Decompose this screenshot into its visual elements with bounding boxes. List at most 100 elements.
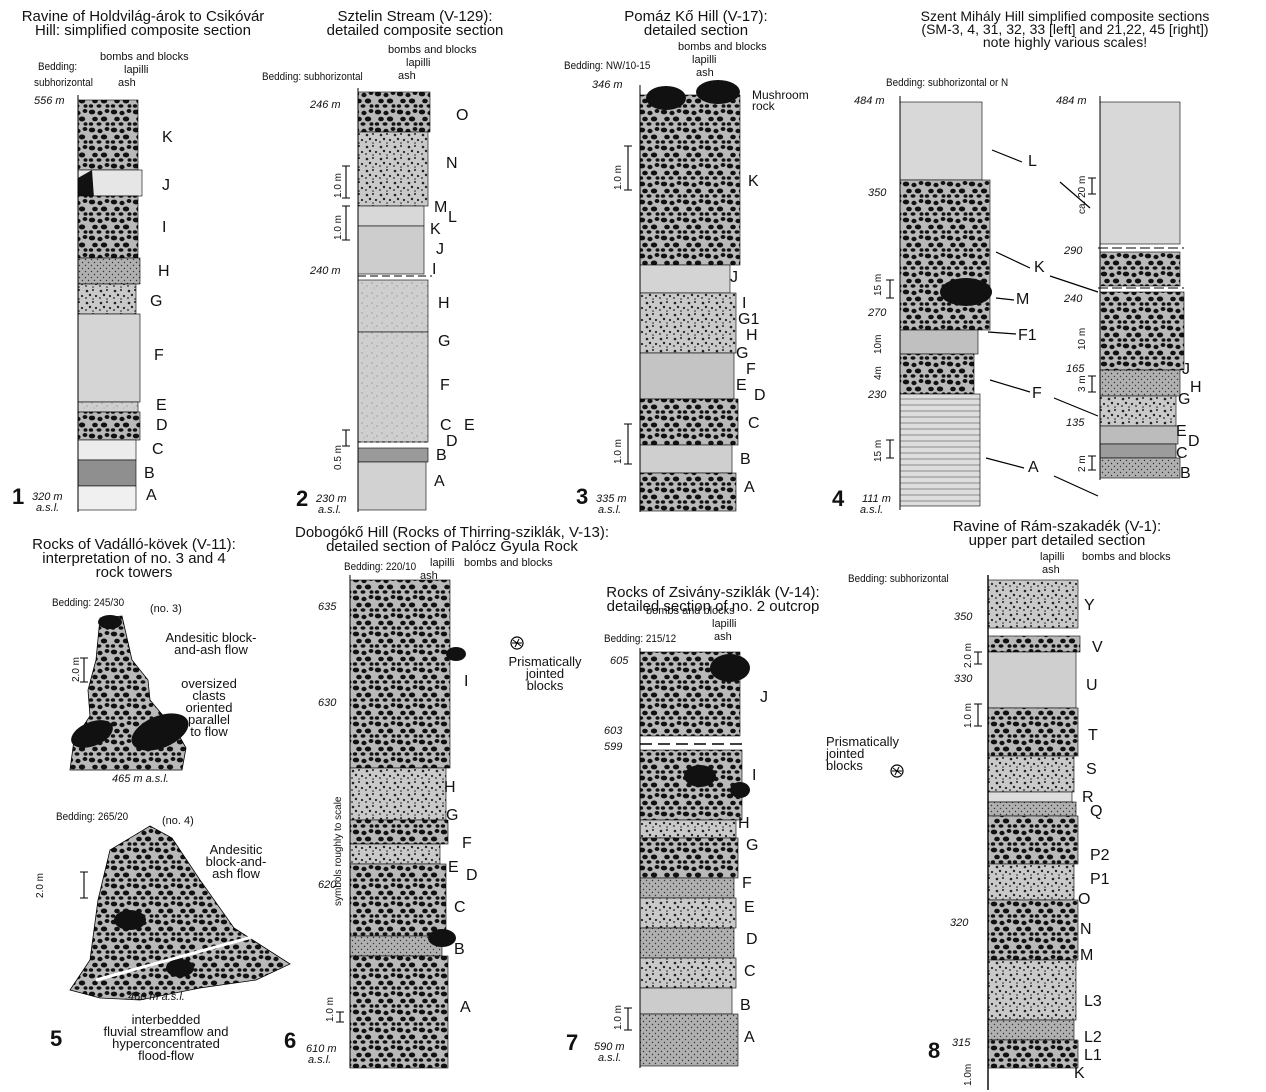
panel-number: 4 — [832, 486, 845, 511]
note-line: and-ash flow — [174, 642, 248, 657]
layer-label: E — [736, 377, 747, 394]
layer-label: G — [446, 807, 459, 824]
layer-label: M — [434, 199, 448, 216]
panel-3-title: Pomáz Kő Hill (V-17): detailed section — [566, 8, 826, 39]
note-line: parallel — [188, 712, 230, 727]
panel-number: 7 — [566, 1030, 579, 1055]
elevation-top: 346 m — [592, 79, 623, 91]
panel-3-column — [639, 80, 741, 512]
column-header-lapilli: lapilli — [1040, 551, 1065, 563]
elevation-bottom: 230 m — [316, 493, 347, 505]
scale-label: 4m — [873, 366, 884, 380]
layer-label: A — [146, 487, 157, 504]
scale-label: 1.0 m — [333, 172, 344, 198]
panel-5-title: Rocks of Vadálló-kövek (V-11): interpret… — [4, 537, 264, 580]
note-line: block-and- — [205, 854, 267, 869]
layer-label: E — [744, 899, 755, 916]
layer-label: C — [744, 963, 756, 980]
note-line: rock — [752, 99, 775, 113]
panel-number: 6 — [284, 1028, 297, 1053]
panel-8-title: Ravine of Rám-szakadék (V-1): upper part… — [892, 519, 1222, 548]
title-line: Dobogókő Hill (Rocks of Thirring-sziklák… — [295, 524, 609, 541]
elevation-label: 484 m — [854, 95, 885, 107]
elevation-label: 484 m — [1056, 95, 1087, 107]
title-line: Rocks of Zsivány-sziklák (V-14): — [606, 584, 820, 601]
note-line: Mushroom — [752, 88, 809, 102]
column-header-bombs: bombs and blocks — [1082, 551, 1171, 563]
elevation-label: 320 — [950, 917, 969, 929]
title-line: Pomáz Kő Hill (V-17): — [624, 8, 768, 25]
layer-label: K — [162, 129, 173, 146]
asl-label: a.s.l. — [598, 1052, 622, 1064]
scale-label: 1.0m — [963, 1063, 974, 1086]
layer-label: G — [736, 345, 749, 362]
layer-label: K — [430, 221, 441, 238]
panel-5-outcrops — [69, 615, 291, 1001]
scale-label: 1.0 m — [613, 1004, 624, 1030]
layer-label: D — [746, 931, 758, 948]
note-line: blocks — [826, 758, 863, 773]
scale-label: 10 m — [1077, 327, 1088, 350]
elevation-label: 270 — [868, 307, 887, 319]
layer-label: D — [446, 433, 458, 450]
layer-label: A — [744, 1029, 755, 1046]
column-header-lapilli: lapilli — [406, 57, 431, 69]
title-line: note highly various scales! — [982, 34, 1148, 50]
bedding-label: Bedding: 215/12 — [604, 633, 677, 645]
scale-label: 15 m — [873, 273, 884, 296]
layer-label: T — [1088, 727, 1098, 744]
column-header-ash: ash — [420, 570, 438, 582]
layer-label: K — [1034, 259, 1045, 276]
scale-label: 1.0 m — [325, 996, 336, 1022]
layer-label: O — [1078, 891, 1091, 908]
layer-label: H — [746, 327, 758, 344]
asl-label: a.s.l. — [36, 502, 60, 514]
panel-6-column — [349, 575, 466, 1069]
title-line: detailed section of no. 2 outcrop — [606, 598, 820, 615]
bedding-label: Bedding: 245/30 — [52, 597, 125, 609]
panel-1-column — [77, 95, 143, 512]
layer-label: O — [456, 107, 469, 124]
clasts-note: oversized clasts oriented parallel to fl… — [178, 677, 240, 738]
column-header-lapilli: lapilli — [712, 618, 737, 630]
column-header-bombs: bombs and blocks — [678, 41, 767, 53]
elevation-bottom: 320 m — [32, 491, 63, 503]
column-header-ash: ash — [1042, 564, 1060, 576]
elevation-label: 330 — [954, 673, 973, 685]
scale-label: 0.5 m — [333, 444, 344, 470]
elevation-label: 350 — [954, 611, 973, 623]
note-line: clasts — [192, 688, 226, 703]
scale-label: 2.0 m — [35, 872, 46, 898]
title-line: Sztelin Stream (V-129): — [337, 8, 493, 25]
note-line: Andesitic block- — [165, 630, 257, 645]
panel-number: 2 — [296, 486, 309, 511]
title-line: Szent Mihály Hill simplified composite s… — [920, 8, 1210, 24]
elevation-label: 465 m a.s.l. — [112, 773, 169, 785]
layer-label: D — [754, 387, 766, 404]
layer-label: J — [1182, 361, 1190, 378]
panel-7-column — [639, 648, 750, 1068]
layer-label: B — [1180, 465, 1191, 482]
title-line: Hill: simplified composite section — [35, 22, 251, 39]
note-line: ash flow — [212, 866, 260, 881]
layer-label: V — [1092, 639, 1103, 656]
elevation-top: 556 m — [34, 95, 65, 107]
layer-label: L1 — [1084, 1047, 1102, 1064]
layer-label: H — [444, 779, 456, 796]
layer-label: I — [742, 295, 747, 312]
layer-label: F — [1032, 385, 1042, 402]
title-line: detailed section — [643, 22, 749, 39]
layer-label: G — [746, 837, 759, 854]
layer-label: L — [1028, 153, 1037, 170]
column-header-ash: ash — [118, 77, 136, 89]
layer-label: A — [460, 999, 471, 1016]
elevation-label: 603 — [604, 725, 623, 737]
layer-label: A — [744, 479, 755, 496]
layer-label: A — [434, 473, 445, 490]
layer-label: Y — [1084, 597, 1095, 614]
note-line: interbedded — [131, 1012, 201, 1027]
layer-label: J — [760, 689, 768, 706]
layer-label: D — [1188, 433, 1200, 450]
layer-label: N — [1080, 921, 1092, 938]
